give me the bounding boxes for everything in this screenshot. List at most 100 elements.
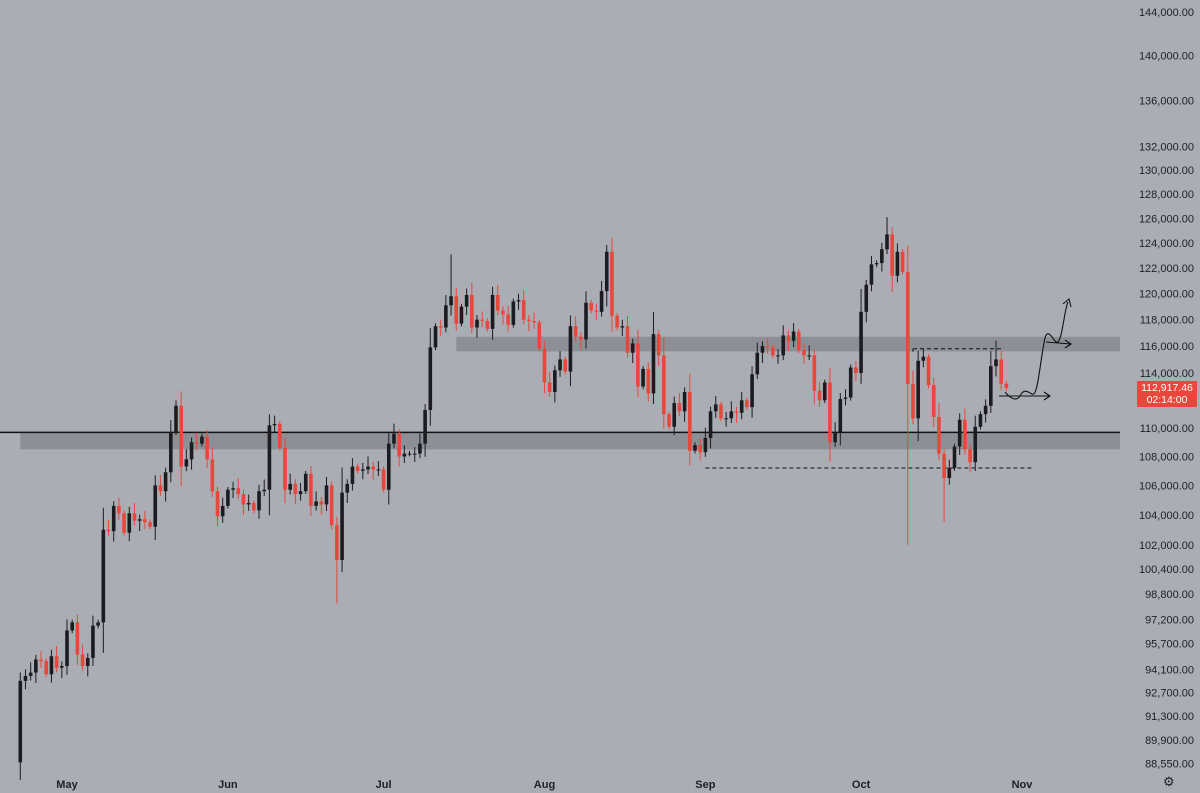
- candle: [490, 286, 495, 340]
- candle-body: [355, 466, 360, 471]
- candle: [646, 362, 651, 402]
- candle-body: [807, 355, 811, 357]
- candle-body: [859, 311, 863, 373]
- price-tick-label: 140,000.00: [1139, 51, 1194, 63]
- candle-body: [49, 656, 54, 675]
- candle: [651, 311, 656, 405]
- candle: [677, 392, 682, 417]
- candle-body: [921, 356, 926, 361]
- candle: [843, 389, 848, 406]
- candle-body: [636, 343, 640, 387]
- candle: [158, 475, 163, 496]
- projection-curve-arrow: [1004, 301, 1069, 400]
- candle: [23, 669, 28, 690]
- candle-body: [957, 419, 962, 447]
- candle-body: [143, 519, 147, 523]
- candle-body: [423, 409, 427, 444]
- candle-body: [340, 492, 344, 561]
- candle-body: [750, 374, 754, 408]
- candle-body: [942, 453, 946, 479]
- candle-body: [791, 331, 796, 341]
- price-tick-label: 128,000.00: [1139, 189, 1194, 201]
- candle: [402, 445, 407, 463]
- candle: [662, 337, 666, 429]
- candle: [371, 461, 376, 480]
- price-tick-label: 102,000.00: [1139, 540, 1194, 552]
- candle-body: [361, 469, 365, 471]
- candle-body: [163, 472, 168, 492]
- candle-body: [968, 449, 972, 463]
- gear-icon[interactable]: ⚙: [1163, 774, 1175, 789]
- candle: [822, 379, 827, 404]
- candle: [838, 393, 843, 446]
- candle-body: [963, 419, 967, 450]
- candle: [324, 477, 329, 511]
- candle-body: [324, 485, 329, 505]
- candle-body: [246, 502, 251, 505]
- candle: [288, 473, 292, 495]
- candle: [464, 288, 469, 316]
- candle: [329, 481, 334, 530]
- price-tick-label: 124,000.00: [1139, 238, 1194, 250]
- candle-body: [729, 411, 734, 419]
- candle-body: [994, 359, 998, 367]
- candle: [298, 482, 303, 501]
- candle-body: [376, 469, 381, 471]
- candle-body: [848, 367, 853, 398]
- candle-body: [885, 234, 889, 250]
- candle: [771, 344, 775, 359]
- candle-body: [122, 513, 126, 533]
- annotations-layer: [999, 298, 1072, 401]
- candle-body: [672, 403, 677, 427]
- candle: [39, 651, 43, 668]
- candle-body: [604, 251, 609, 292]
- candle: [80, 644, 85, 671]
- candle: [682, 387, 687, 422]
- candle-body: [470, 294, 474, 328]
- candle-body: [132, 513, 137, 521]
- candle: [796, 328, 801, 353]
- candle: [454, 287, 459, 331]
- candle-body: [599, 291, 604, 312]
- candle: [558, 351, 562, 377]
- candle: [750, 366, 754, 418]
- candle-body: [989, 366, 993, 406]
- last-price-label: 112,917.46 02:14:00: [1137, 381, 1197, 407]
- candle-body: [890, 234, 895, 276]
- candle: [75, 614, 80, 665]
- candle-body: [703, 437, 708, 453]
- candle: [615, 312, 619, 331]
- candle-body: [527, 319, 531, 321]
- candle-body: [828, 382, 832, 443]
- candle: [470, 282, 474, 334]
- candle-body: [309, 473, 313, 506]
- candle-body: [345, 483, 350, 493]
- candle-body: [651, 334, 656, 394]
- candle: [340, 467, 344, 573]
- candle: [283, 437, 287, 504]
- support-resistance-zone[interactable]: [20, 432, 1120, 450]
- time-tick-label: Aug: [534, 779, 555, 791]
- horizontal-arrow-upper: [1045, 339, 1072, 349]
- candle-body: [226, 489, 230, 506]
- candle: [573, 316, 578, 342]
- candle-body: [537, 322, 542, 349]
- candle-body: [194, 442, 199, 444]
- candle: [859, 288, 863, 384]
- candle: [937, 403, 941, 461]
- candle: [594, 304, 599, 321]
- candle: [309, 465, 313, 517]
- candle-body: [771, 347, 775, 356]
- candle: [812, 349, 817, 405]
- candle-body: [480, 319, 484, 321]
- candle-body: [350, 466, 355, 484]
- candle: [745, 397, 749, 410]
- candle: [319, 496, 324, 515]
- candle: [765, 337, 770, 354]
- candle: [428, 328, 433, 426]
- candle-body: [153, 485, 158, 527]
- candle-body: [786, 335, 791, 341]
- price-tick-label: 132,000.00: [1139, 141, 1194, 153]
- price-tick-label: 136,000.00: [1139, 95, 1194, 107]
